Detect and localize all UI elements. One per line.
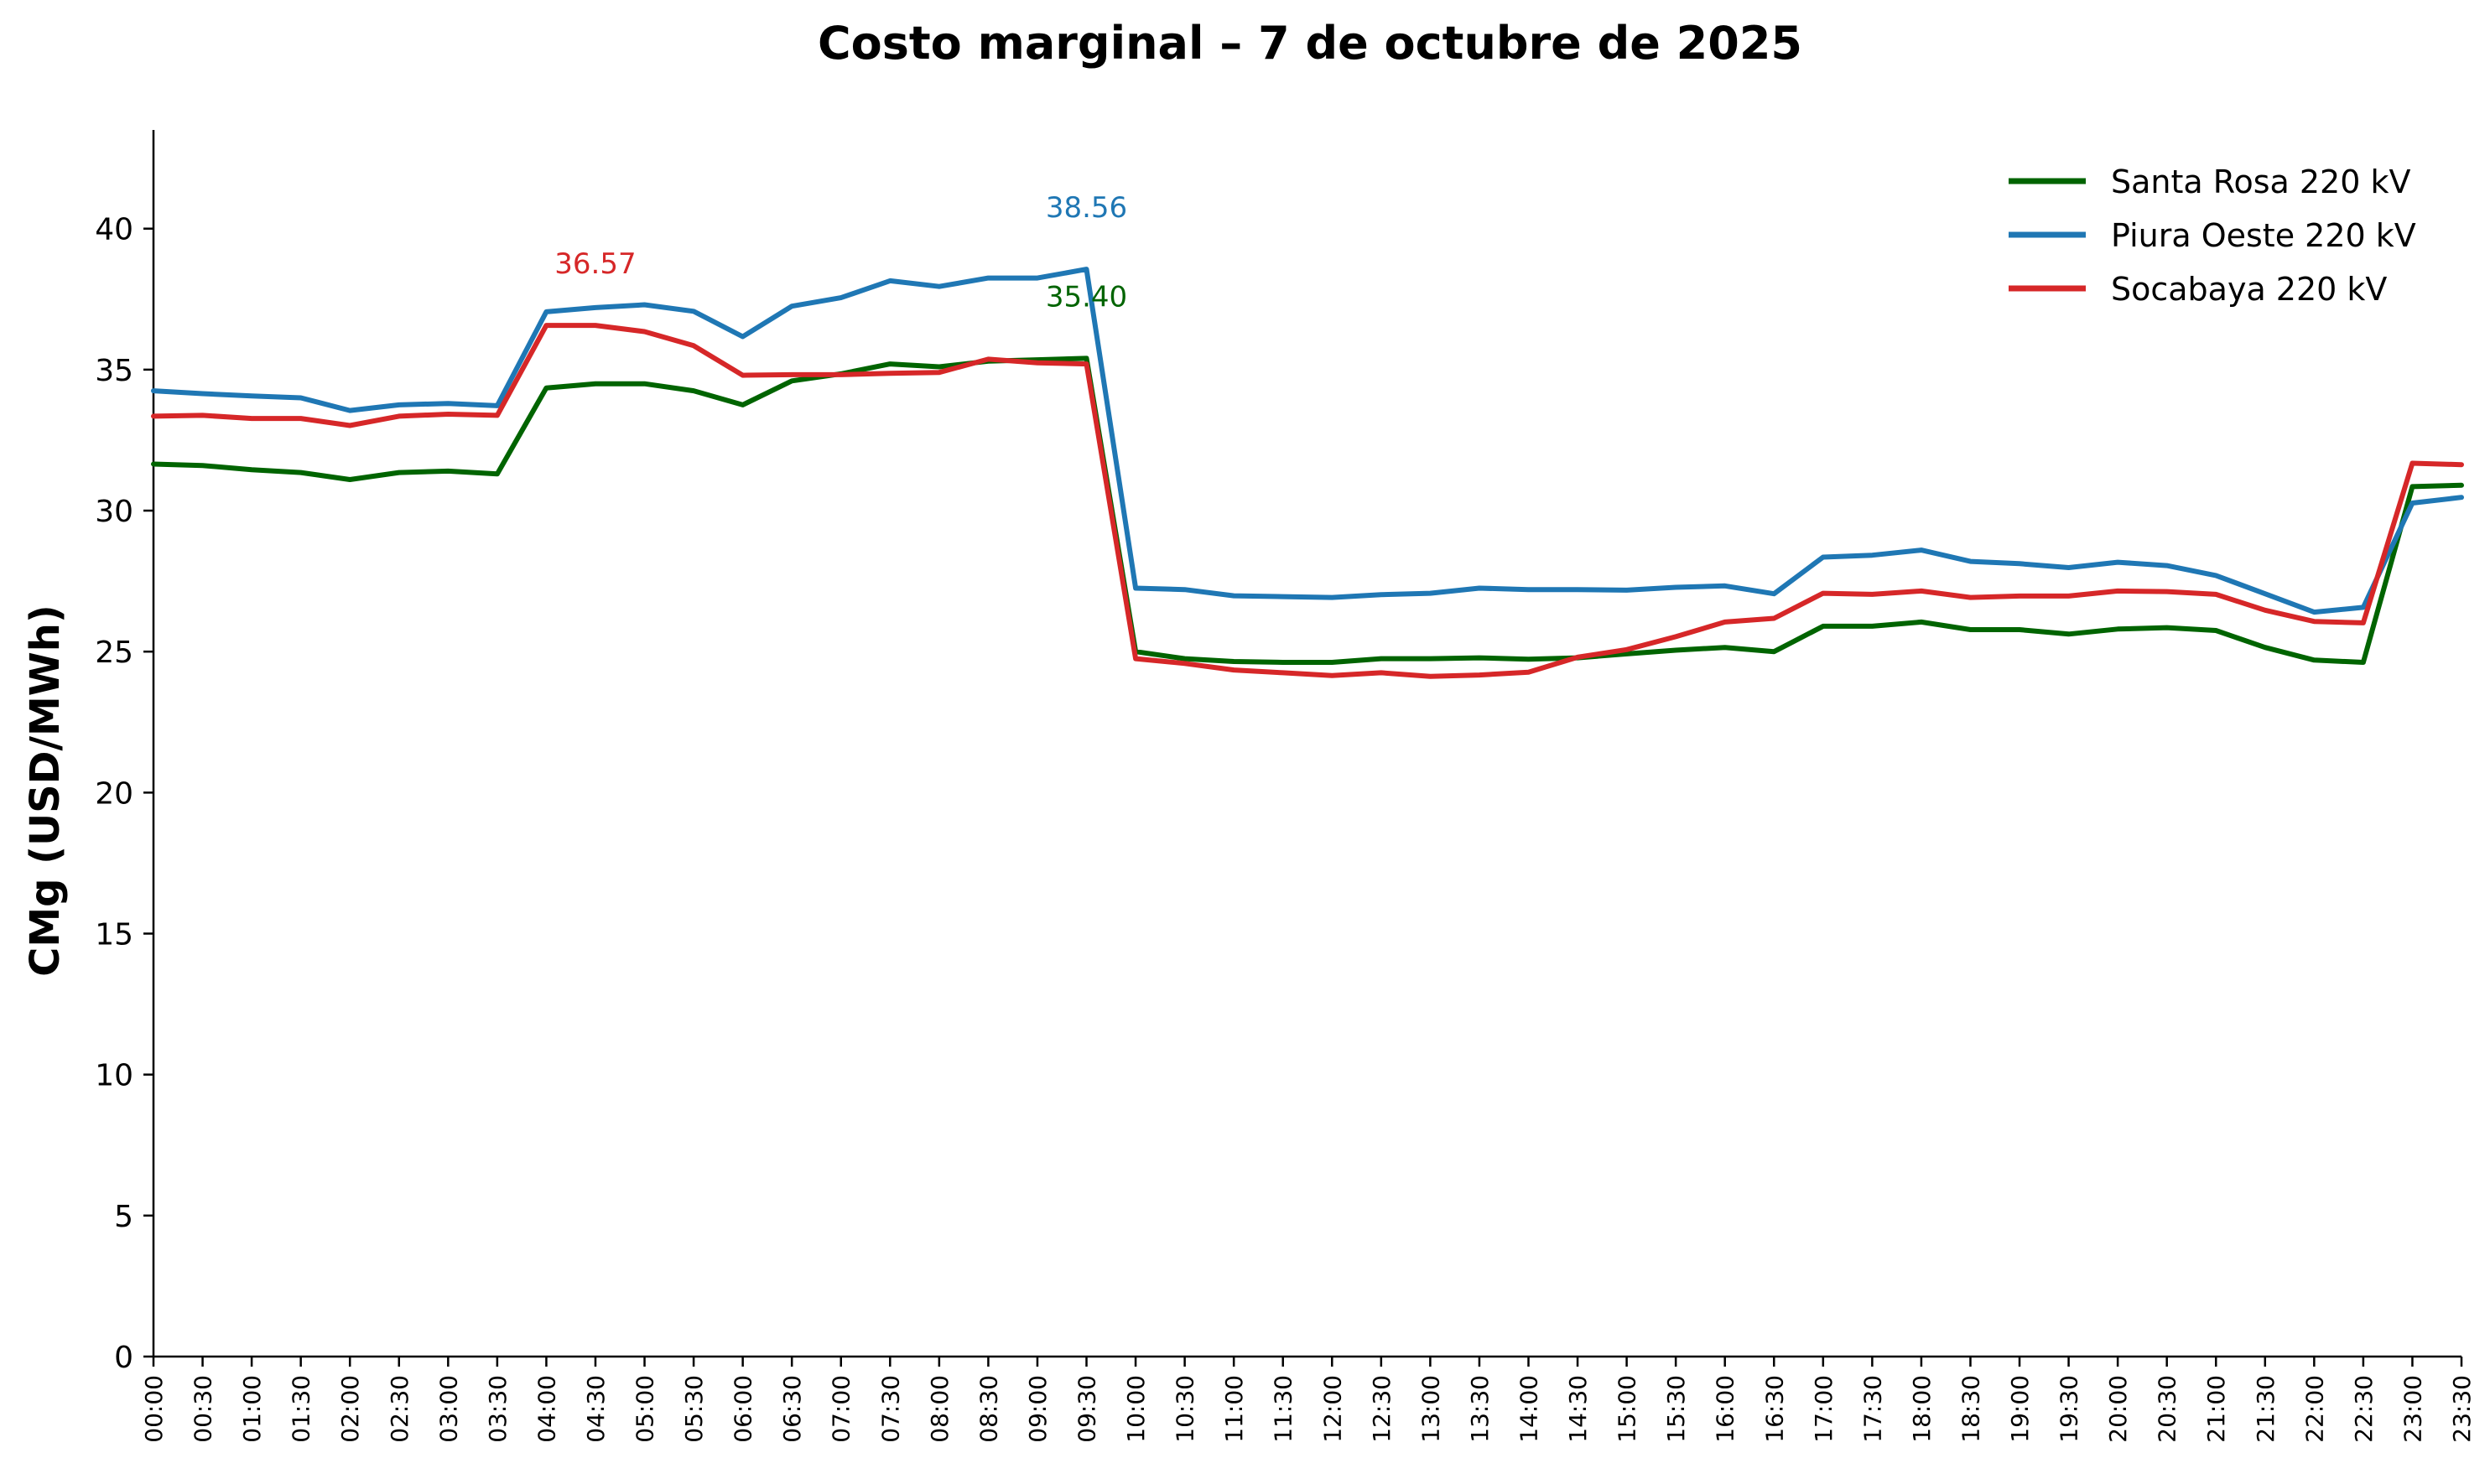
y-tick-label: 25	[95, 636, 133, 670]
x-tick-label: 09:00	[1024, 1375, 1052, 1443]
y-axis-label: CMg (USD/MWh)	[22, 604, 69, 977]
x-tick-label: 02:30	[386, 1375, 413, 1443]
y-tick-label: 0	[114, 1341, 133, 1375]
x-tick-label: 07:00	[828, 1375, 855, 1443]
annotation-label-2: 38.56	[1046, 191, 1127, 225]
x-tick-label: 19:00	[2006, 1375, 2034, 1443]
x-tick-label: 19:30	[2056, 1375, 2083, 1443]
series-line-2	[151, 267, 2464, 615]
x-tick-label: 22:00	[2300, 1375, 2328, 1443]
y-tick-label: 40	[95, 213, 133, 247]
y-tick-label: 10	[95, 1059, 133, 1093]
x-tick-label: 16:00	[1712, 1375, 1739, 1443]
x-tick-label: 01:30	[288, 1375, 315, 1443]
x-tick-label: 06:30	[778, 1375, 806, 1443]
x-tick-label: 05:00	[632, 1375, 659, 1443]
x-tick-label: 18:00	[1908, 1375, 1936, 1443]
x-tick-label: 20:00	[2104, 1375, 2132, 1443]
legend-label-3: Socabaya 220 kV	[2111, 271, 2387, 308]
x-tick-label: 16:30	[1760, 1375, 1788, 1443]
x-tick-label: 18:30	[1957, 1375, 1984, 1443]
x-tick-label: 09:30	[1073, 1375, 1101, 1443]
chart-title: Costo marginal – 7 de octubre de 2025	[818, 17, 1802, 70]
x-tick-label: 13:00	[1417, 1375, 1444, 1443]
x-tick-label: 01:00	[238, 1375, 266, 1443]
x-tick-label: 00:30	[190, 1375, 217, 1443]
y-tick-label: 20	[95, 776, 133, 811]
legend-label-2: Piura Oeste 220 kV	[2111, 217, 2416, 254]
annotation-label-3: 35.40	[1046, 280, 1127, 314]
x-tick-label: 04:00	[533, 1375, 560, 1443]
x-tick-label: 23:30	[2448, 1375, 2476, 1443]
x-tick-label: 05:30	[680, 1375, 708, 1443]
x-tick-label: 12:00	[1318, 1375, 1346, 1443]
x-tick-label: 02:00	[336, 1375, 364, 1443]
x-tick-label: 17:00	[1810, 1375, 1838, 1443]
axes: 0 5 10 15 20 25 30 35 40 00:00 00:30 01:00 01:30 02:0…	[95, 130, 2476, 1443]
annotation-label-1: 36.57	[554, 247, 636, 281]
x-tick-label: 15:30	[1662, 1375, 1690, 1443]
x-tick-label: 10:00	[1122, 1375, 1150, 1443]
x-tick-label: 21:30	[2252, 1375, 2279, 1443]
y-tick-label: 30	[95, 495, 133, 529]
x-tick-label: 14:30	[1564, 1375, 1592, 1443]
x-tick-label: 20:30	[2154, 1375, 2181, 1443]
x-tick-label: 04:30	[582, 1375, 610, 1443]
x-tick-label: 15:00	[1614, 1375, 1641, 1443]
x-tick-label: 21:00	[2202, 1375, 2230, 1443]
x-tick-label: 14:00	[1515, 1375, 1542, 1443]
x-tick-label: 07:30	[876, 1375, 904, 1443]
legend: Santa Rosa 220 kV Piura Oeste 220 kV Socab…	[2009, 163, 2416, 308]
x-tick-label: 08:30	[975, 1375, 1002, 1443]
x-tick-label: 03:30	[484, 1375, 512, 1443]
x-tick-label: 22:30	[2350, 1375, 2378, 1443]
x-tick-label: 11:30	[1270, 1375, 1297, 1443]
y-tick-label: 15	[95, 918, 133, 952]
x-tick-label: 00:00	[140, 1375, 168, 1443]
x-tick-label: 06:00	[730, 1375, 757, 1443]
x-tick-label: 12:30	[1368, 1375, 1396, 1443]
series-lines	[151, 267, 2464, 679]
series-line-1	[151, 355, 2464, 665]
y-tick-label: 35	[95, 354, 133, 388]
annotations: 36.57 38.56 35.40	[554, 191, 1127, 314]
y-tick-label: 5	[114, 1200, 133, 1234]
series-line-3	[151, 323, 2464, 679]
x-tick-label: 13:30	[1466, 1375, 1494, 1443]
x-tick-label: 17:30	[1858, 1375, 1886, 1443]
x-tick-label: 03:00	[434, 1375, 462, 1443]
x-tick-label: 10:30	[1172, 1375, 1199, 1443]
legend-label-1: Santa Rosa 220 kV	[2111, 163, 2410, 200]
x-tick-label: 08:00	[926, 1375, 954, 1443]
x-tick-label: 23:00	[2399, 1375, 2426, 1443]
x-tick-label: 11:00	[1220, 1375, 1248, 1443]
